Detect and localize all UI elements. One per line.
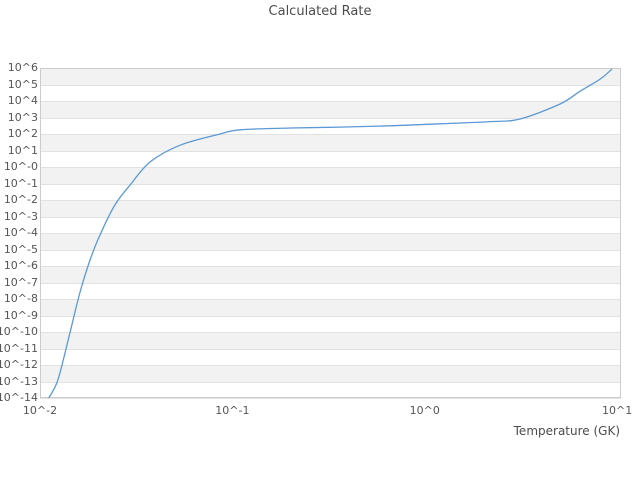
y-tick-label: 10^-11 [0,341,38,355]
y-tick-label: 10^-7 [3,275,38,289]
y-tick-label: 10^-4 [3,226,38,239]
y-tick-label: 10^1 [7,143,38,157]
x-tick-label: 10^1 [602,404,633,417]
gridline [40,233,621,234]
decade-band [40,249,621,266]
decade-band [40,315,621,332]
decade-band [40,117,621,134]
gridline [40,365,621,366]
decade-band [40,134,621,151]
y-tick-label: 10^5 [7,77,38,91]
y-tick-label: 10^-8 [3,292,38,305]
chart-title: Calculated Rate [268,4,372,19]
y-tick-label: 10^-0 [3,160,38,173]
gridline [40,382,621,383]
x-tick-label: 10^-2 [22,404,58,417]
gridline [40,184,621,185]
y-tick-label: 10^-6 [3,259,38,272]
gridline [40,151,621,152]
decade-band [40,167,621,184]
y-tick-label: 10^4 [7,94,38,107]
gridline [40,118,621,119]
y-tick-label: 10^-1 [3,176,38,190]
decade-band [40,101,621,118]
y-tick-label: 10^-14 [0,391,38,404]
y-tick-label: 10^-12 [0,358,38,371]
gridline [40,85,621,86]
gridline [40,299,621,300]
gridline [40,316,621,317]
gridline [40,217,621,218]
y-tick-label: 10^-13 [0,374,38,388]
gridline [40,68,621,69]
decade-band [40,183,621,200]
y-tick-label: 10^-2 [3,193,38,206]
decade-band [40,299,621,316]
y-tick-label: 10^6 [7,61,38,74]
x-tick-label: 10^0 [409,404,440,417]
decade-band [40,68,621,85]
y-tick-label: 10^-5 [3,242,38,256]
x-tick-label: 10^-1 [215,404,250,417]
y-tick-label: 10^-10 [0,325,38,338]
decade-band [40,266,621,283]
decade-band [40,348,621,365]
decade-band [40,233,621,250]
y-tick-label: 10^-9 [3,308,38,322]
decade-band [40,282,621,299]
y-tick-label: 10^3 [7,110,38,124]
decade-band [40,365,621,382]
gridline [40,398,621,399]
gridline [40,200,621,201]
x-axis-title: Temperature (GK) [513,424,620,438]
gridline [40,167,621,168]
decade-band [40,150,621,167]
gridline [40,101,621,102]
decade-band [40,200,621,217]
y-tick-label: 10^2 [7,127,38,140]
decade-band [40,381,621,398]
gridline [40,283,621,284]
gridline [40,332,621,333]
gridline [40,266,621,267]
decade-band [40,84,621,101]
decade-band [40,216,621,233]
gridline [40,250,621,251]
decade-band [40,332,621,349]
plot-area [40,68,621,399]
y-tick-label: 10^-3 [3,209,38,223]
gridline [40,134,621,135]
gridline [40,349,621,350]
